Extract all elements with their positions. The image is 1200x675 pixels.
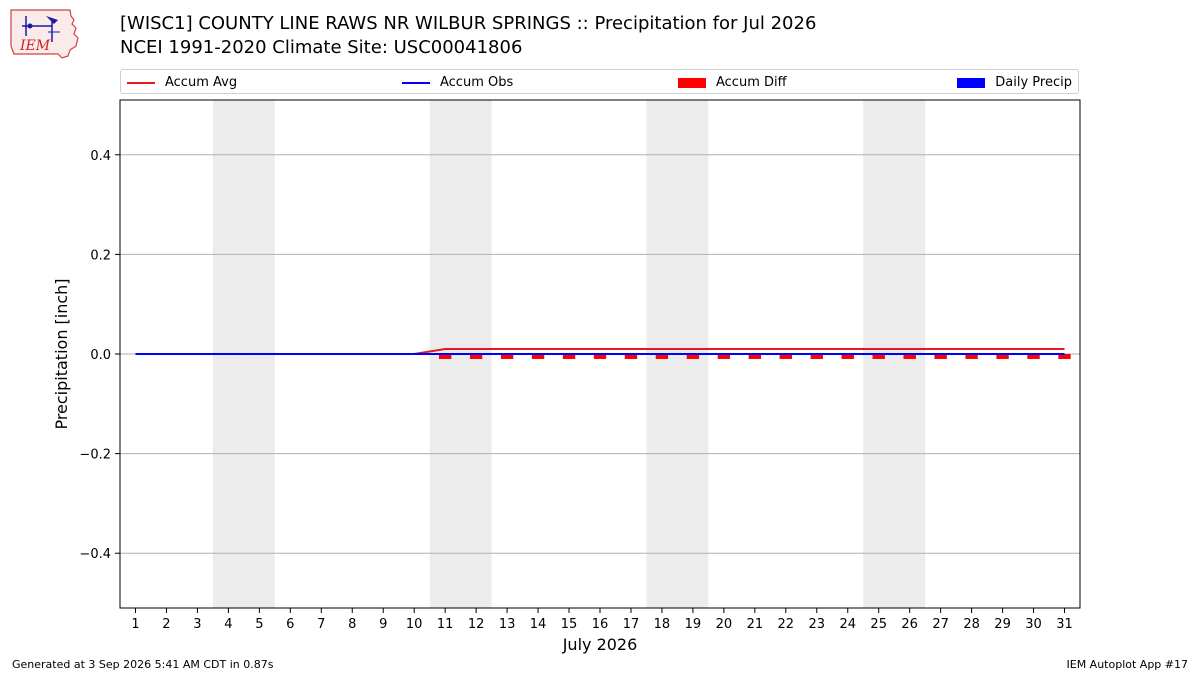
x-tick-label: 6 [286, 617, 294, 632]
bar-marks [438, 354, 1071, 359]
x-tick-label: 14 [530, 617, 547, 632]
y-tick-label: −0.4 [79, 547, 111, 562]
footer-generated: Generated at 3 Sep 2026 5:41 AM CDT in 0… [12, 658, 274, 671]
x-tick-label: 12 [468, 617, 485, 632]
accum-diff-bar [934, 354, 947, 359]
accum-diff-bar [500, 354, 514, 359]
x-tick-label: 20 [716, 617, 733, 632]
accum-diff-bar [686, 354, 700, 359]
accum-diff-bar [562, 354, 576, 359]
x-tick-label: 15 [561, 617, 578, 632]
accum-diff-bar [810, 354, 823, 359]
x-tick-label: 4 [224, 617, 232, 632]
legend-swatch-accum-diff [678, 77, 706, 88]
x-tick-label: 24 [839, 617, 856, 632]
accum-diff-bar [717, 354, 731, 359]
accum-diff-bar [1027, 354, 1040, 359]
x-tick-label: 30 [1025, 617, 1042, 632]
x-tick-label: 22 [778, 617, 795, 632]
legend-label-accum-obs: Accum Obs [440, 75, 514, 90]
logo-text: IEM [19, 38, 51, 54]
y-tick-label: 0.2 [90, 248, 111, 263]
chart-title: [WISC1] COUNTY LINE RAWS NR WILBUR SPRIN… [120, 13, 817, 34]
legend-label-accum-diff: Accum Diff [716, 75, 787, 90]
accum-diff-bar [531, 354, 545, 359]
x-axis-ticks: 1 2 3 4 5 6 7 8 9 10 11 12 13 14 15 16 17 18 19 20 21 22 23 24 2… [131, 608, 1073, 632]
accum-diff-bar [593, 354, 607, 359]
y-axis-ticks: 0.4 0.2 0.0 −0.2 −0.4 [79, 149, 120, 562]
accum-diff-bar [469, 354, 483, 359]
accum-diff-bar [965, 354, 978, 359]
footer-app: IEM Autoplot App #17 [1066, 658, 1189, 671]
x-tick-label: 23 [809, 617, 826, 632]
x-tick-label: 28 [963, 617, 980, 632]
x-tick-label: 17 [623, 617, 640, 632]
x-tick-label: 29 [994, 617, 1011, 632]
accum-diff-bar [841, 354, 854, 359]
legend-label-daily-precip: Daily Precip [995, 75, 1072, 90]
x-tick-label: 26 [901, 617, 918, 632]
accum-diff-bar [655, 354, 669, 359]
x-tick-label: 16 [592, 617, 609, 632]
legend-item-daily-precip: Daily Precip [957, 70, 1072, 95]
y-tick-label: 0.4 [90, 149, 111, 164]
x-tick-label: 8 [348, 617, 356, 632]
accum-diff-bar [903, 354, 916, 359]
legend-swatch-accum-avg [127, 81, 155, 84]
legend-swatch-daily-precip [957, 77, 986, 88]
line-marks [135, 348, 1065, 355]
x-tick-label: 19 [685, 617, 702, 632]
y-axis-label: Precipitation [inch] [52, 278, 71, 429]
accum-diff-bar [748, 354, 762, 359]
x-tick-label: 5 [255, 617, 263, 632]
x-tick-label: 13 [499, 617, 516, 632]
x-tick-label: 10 [406, 617, 423, 632]
iem-logo: IEM [8, 6, 83, 61]
accum-diff-bar [1058, 354, 1071, 359]
legend: Accum Avg Accum Obs Accum Diff Daily Pre… [120, 69, 1079, 94]
accum-diff-bar [624, 354, 638, 359]
y-tick-label: 0.0 [90, 348, 111, 363]
y-tick-label: −0.2 [79, 448, 111, 463]
x-tick-label: 7 [317, 617, 325, 632]
legend-label-accum-avg: Accum Avg [165, 75, 238, 90]
accum-diff-bar [996, 354, 1009, 359]
x-tick-label: 27 [932, 617, 949, 632]
chart-subtitle: NCEI 1991-2020 Climate Site: USC00041806 [120, 37, 523, 58]
x-axis-label: July 2026 [562, 635, 638, 654]
legend-item-accum-avg: Accum Avg [127, 70, 237, 95]
x-tick-label: 11 [437, 617, 454, 632]
accum-diff-bar [779, 354, 792, 359]
accum-diff-bar [872, 354, 885, 359]
legend-item-accum-obs: Accum Obs [402, 70, 513, 95]
x-tick-label: 21 [747, 617, 764, 632]
x-tick-label: 3 [193, 617, 201, 632]
accum-diff-bar [438, 354, 452, 359]
legend-item-accum-diff: Accum Diff [678, 70, 787, 95]
x-tick-label: 9 [379, 617, 387, 632]
x-tick-label: 18 [654, 617, 671, 632]
legend-swatch-accum-obs [402, 81, 430, 84]
x-tick-label: 1 [131, 617, 139, 632]
x-tick-label: 2 [162, 617, 170, 632]
x-tick-label: 25 [870, 617, 887, 632]
x-tick-label: 31 [1056, 617, 1073, 632]
